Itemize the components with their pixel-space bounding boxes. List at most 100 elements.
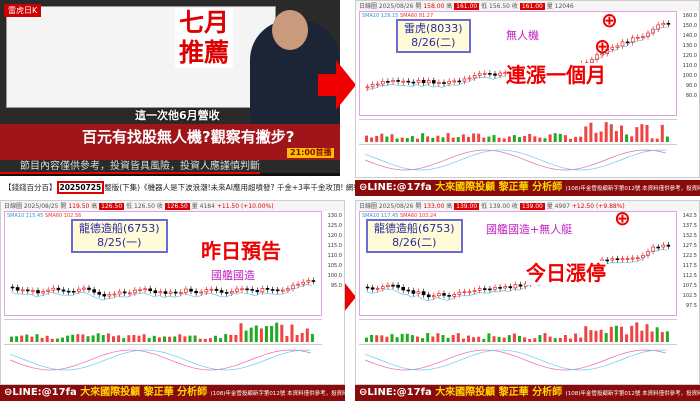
axis-tick: 100.0 xyxy=(682,73,697,79)
volume-bar xyxy=(270,325,274,342)
volume-bar xyxy=(300,332,304,342)
candle xyxy=(625,41,630,44)
volume-bar xyxy=(112,336,115,342)
firm-name: 大來國際投顧 xyxy=(80,387,141,398)
caption-rest: 整版(下集)《機器人是下波浪潮!未來AI應用超噴發? 千金+3率千金攻頂! 網報… xyxy=(104,183,467,192)
candle xyxy=(380,286,385,289)
volume-bar xyxy=(553,338,557,342)
candle xyxy=(370,287,375,290)
quote-low: 126.50 xyxy=(134,203,155,210)
volume-bar xyxy=(640,330,644,342)
stock-name: 龍德造船(6753) xyxy=(79,222,160,235)
candle xyxy=(41,291,45,294)
quote-high: 139.00 xyxy=(454,203,480,210)
volume-bar xyxy=(416,138,419,142)
axis-tick: 120.0 xyxy=(327,233,342,239)
candle xyxy=(10,286,15,289)
theme-label: 國艦國造 xyxy=(211,269,255,282)
candle xyxy=(219,290,224,293)
volume-bar xyxy=(528,133,532,142)
limit-up-icon: ⊕ xyxy=(601,8,618,32)
volume-bar xyxy=(446,337,450,342)
title-line1: 七月 xyxy=(179,8,230,37)
volume-bar xyxy=(467,136,470,142)
sma60-label: SMA60 102.56 xyxy=(44,213,82,219)
stock-name: 龍德造船(6753) xyxy=(374,222,455,235)
volume-bar xyxy=(492,336,496,342)
candle xyxy=(401,287,406,291)
axis-tick: 107.5 xyxy=(682,283,697,289)
volume-bar xyxy=(665,136,669,142)
candle xyxy=(488,288,492,291)
stock-name-box: 龍德造船(6753) 8/26(二) xyxy=(366,219,463,253)
volume-bar xyxy=(538,137,542,142)
line-id: LINE:@17fa xyxy=(367,182,432,193)
volume-bar xyxy=(188,335,192,342)
volume-bar xyxy=(375,335,379,342)
candle xyxy=(518,284,523,287)
volume-bar xyxy=(234,334,238,342)
candle xyxy=(138,289,142,292)
progress-bar[interactable] xyxy=(0,172,260,174)
axis-tick: 112.5 xyxy=(682,273,697,279)
volume-bar xyxy=(569,138,572,142)
volume-bar xyxy=(173,336,177,342)
candle xyxy=(296,283,300,286)
candle xyxy=(416,291,421,294)
candle xyxy=(666,23,671,25)
volume-bar xyxy=(655,138,659,142)
candle xyxy=(610,46,615,50)
analyst-name: 黎正華 xyxy=(498,387,529,398)
candle xyxy=(365,86,370,89)
candle xyxy=(615,258,620,261)
axis-tick: 127.5 xyxy=(682,243,697,249)
sma-line xyxy=(10,284,312,301)
volume-bar xyxy=(625,334,629,342)
volume-bar xyxy=(558,133,562,142)
k-line xyxy=(9,349,311,371)
volume-bar xyxy=(533,338,537,342)
volume-chart xyxy=(4,319,322,342)
candle xyxy=(406,80,411,83)
volume-bar xyxy=(15,336,19,342)
candle xyxy=(77,288,81,292)
video-chart xyxy=(6,6,276,108)
candle xyxy=(488,73,492,75)
volume-bar xyxy=(563,135,567,142)
volume-bar xyxy=(152,335,156,342)
candle xyxy=(467,77,472,80)
candle xyxy=(437,82,441,84)
volume-bar xyxy=(538,335,542,342)
candle xyxy=(442,82,446,84)
axis-tick: 80.0 xyxy=(685,93,697,99)
volume-bar xyxy=(589,122,593,142)
disclaimer: 節目內容僅供參考，投資皆具風險，投資人應謹慎判斷 xyxy=(20,161,260,172)
candle xyxy=(411,81,416,84)
candle xyxy=(386,81,390,83)
video-player[interactable]: 雷虎日K 七月 推薦 百元有找股無人機?觀察有撇步? 這一次他6月營收 21:00… xyxy=(0,0,340,176)
volume-bar xyxy=(193,335,197,342)
axis-tick: 100.0 xyxy=(327,273,342,279)
volume-bar xyxy=(620,326,623,342)
candle xyxy=(416,79,421,83)
analyst-banner: ⊖LINE:@17fa 大來國際投顧 黎正華 分析師 (108)年金管投顧新字第… xyxy=(355,180,700,196)
candle xyxy=(245,288,249,291)
candle xyxy=(457,80,462,83)
candle xyxy=(426,294,431,298)
video-controls[interactable] xyxy=(0,173,340,176)
candle xyxy=(265,288,270,290)
candle xyxy=(158,291,163,294)
volume-bar xyxy=(183,336,187,342)
quote-change: +12.50 (+9.88%) xyxy=(571,203,625,210)
quote-open: 119.50 xyxy=(68,203,90,210)
volume-bar xyxy=(66,335,70,342)
candle xyxy=(442,293,446,296)
candle xyxy=(209,288,214,291)
candle xyxy=(641,36,645,38)
candle xyxy=(651,246,655,252)
candle xyxy=(656,24,661,30)
candle xyxy=(635,257,640,260)
analyst-role: 分析師 xyxy=(532,387,563,398)
volume-bar xyxy=(436,333,440,342)
candle xyxy=(230,291,234,294)
